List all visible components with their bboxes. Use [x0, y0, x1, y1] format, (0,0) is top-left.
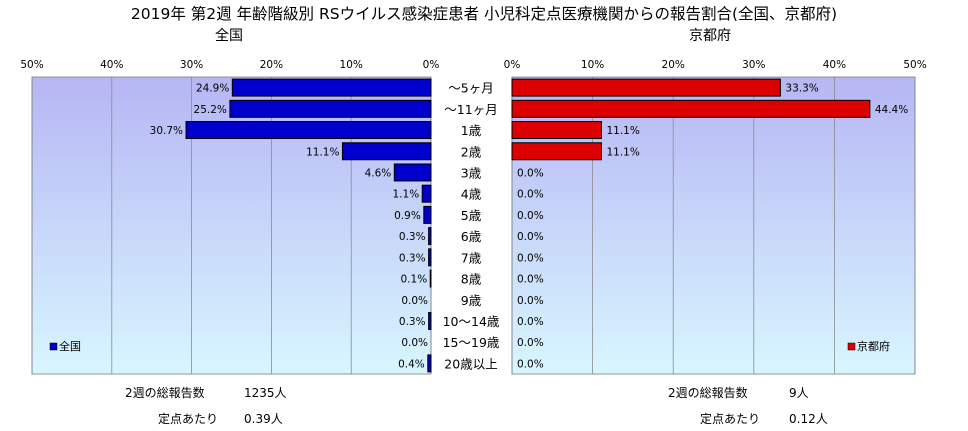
left-bar: [229, 99, 432, 118]
left-bar: [423, 205, 432, 224]
category-label: 4歳: [461, 187, 482, 202]
right-per-value: 0.12人: [789, 412, 828, 426]
category-label: ～5ヶ月: [448, 81, 493, 96]
left-x-tick-label: 0%: [423, 59, 440, 71]
left-x-tick-label: 50%: [20, 59, 43, 71]
right-data-label: 44.4%: [875, 104, 908, 116]
left-data-label: 11.1%: [306, 146, 339, 158]
category-labels: ～5ヶ月 ～11ヶ月 1歳 2歳 3歳 4歳 5歳 6歳 7歳 8歳 9歳 10～14歳 15～19歳 2…: [443, 81, 500, 372]
right-data-label: 0.0%: [517, 252, 544, 264]
right-per-label: 定点あたり: [700, 411, 760, 426]
right-x-tick-label: 20%: [662, 59, 685, 71]
left-x-tick-label: 30%: [180, 59, 203, 71]
left-bar: [427, 354, 432, 373]
left-data-label: 0.9%: [394, 210, 421, 222]
right-x-tick-label: 40%: [823, 59, 846, 71]
right-x-tick-label: 50%: [903, 59, 926, 71]
left-x-tick-label: 10%: [340, 59, 363, 71]
right-data-label: 0.0%: [517, 167, 544, 179]
category-label: 5歳: [461, 208, 482, 223]
right-total-value: 9人: [789, 386, 809, 400]
left-data-label: 24.9%: [196, 83, 229, 95]
left-data-label: 0.1%: [401, 274, 428, 286]
right-plot-border: [511, 76, 916, 375]
right-data-label: 0.0%: [517, 189, 544, 201]
left-data-label: 0.0%: [401, 295, 428, 307]
left-total-value: 1235人: [244, 386, 287, 400]
right-data-label: 0.0%: [517, 274, 544, 286]
left-bar: [428, 311, 432, 330]
right-data-label: 0.0%: [517, 358, 544, 370]
category-label: 20歳以上: [444, 356, 497, 371]
left-bar: [231, 78, 432, 97]
left-x-tick-label: 40%: [100, 59, 123, 71]
chart-title: 2019年 第2週 年齢階級別 RSウイルス感染症患者 小児科定点医療機関からの…: [131, 5, 837, 23]
right-data-label: 0.0%: [517, 316, 544, 328]
right-legend-label: 京都府: [857, 339, 890, 353]
left-data-label: 0.0%: [401, 337, 428, 349]
left-plot-border: [31, 76, 432, 375]
left-footer: 2週の総報告数 1235人 定点あたり 0.39人: [125, 385, 287, 426]
right-data-label: 11.1%: [606, 125, 639, 137]
category-label: 3歳: [461, 165, 482, 180]
right-bar: [511, 99, 871, 118]
left-data-label: 4.6%: [365, 167, 392, 179]
left-per-label: 定点あたり: [158, 411, 218, 426]
right-bar: [511, 78, 781, 97]
left-data-label: 1.1%: [393, 189, 420, 201]
left-data-label: 0.4%: [398, 358, 425, 370]
left-bar: [185, 121, 432, 140]
left-bar: [393, 163, 432, 182]
category-label: 6歳: [461, 229, 482, 244]
left-per-value: 0.39人: [244, 412, 283, 426]
right-data-label: 11.1%: [606, 146, 639, 158]
right-legend: 京都府: [847, 339, 890, 353]
left-data-label: 0.3%: [399, 316, 426, 328]
right-legend-swatch: [847, 342, 856, 351]
right-bar: [511, 142, 602, 161]
right-footer: 2週の総報告数 9人 定点あたり 0.12人: [668, 385, 828, 426]
right-data-label: 0.0%: [517, 231, 544, 243]
category-label: 2歳: [461, 144, 482, 159]
left-total-label: 2週の総報告数: [125, 385, 205, 400]
category-label: 7歳: [461, 250, 482, 265]
right-x-tick-label: 0%: [504, 59, 521, 71]
category-label: 8歳: [461, 272, 482, 287]
left-bar: [341, 142, 432, 161]
left-data-label: 30.7%: [150, 125, 183, 137]
category-label: 1歳: [461, 123, 482, 138]
left-data-label: 0.3%: [399, 252, 426, 264]
right-panel-plot-area: 0% 10% 20% 30% 40% 50% 33.3% 44.4% 11.1% 11.1% 0.0…: [504, 59, 927, 375]
left-bar: [428, 248, 432, 267]
right-data-label: 0.0%: [517, 295, 544, 307]
left-x-tick-label: 20%: [260, 59, 283, 71]
left-legend-label: 全国: [59, 339, 81, 353]
left-legend-swatch: [49, 342, 58, 351]
left-data-label: 25.2%: [194, 104, 227, 116]
right-x-tick-label: 30%: [742, 59, 765, 71]
right-panel-title: 京都府: [689, 28, 731, 44]
left-bar: [428, 227, 432, 246]
right-x-tick-label: 10%: [581, 59, 604, 71]
right-data-label: 0.0%: [517, 337, 544, 349]
right-bar: [511, 121, 602, 140]
right-data-label: 0.0%: [517, 210, 544, 222]
left-bar: [429, 269, 432, 288]
right-data-label: 33.3%: [785, 83, 818, 95]
right-total-label: 2週の総報告数: [668, 385, 748, 400]
category-label: ～11ヶ月: [444, 102, 497, 117]
left-panel-title: 全国: [215, 27, 243, 44]
left-legend: 全国: [49, 339, 81, 353]
left-data-label: 0.3%: [399, 231, 426, 243]
category-label: 10～14歳: [443, 314, 500, 329]
category-label: 15～19歳: [443, 335, 500, 350]
category-label: 9歳: [461, 293, 482, 308]
left-bar: [421, 184, 432, 203]
left-panel-plot-area: 0% 10% 20% 30% 40% 50% 24.9% 25.2% 30.7% 11.1% 4.6…: [20, 59, 440, 375]
